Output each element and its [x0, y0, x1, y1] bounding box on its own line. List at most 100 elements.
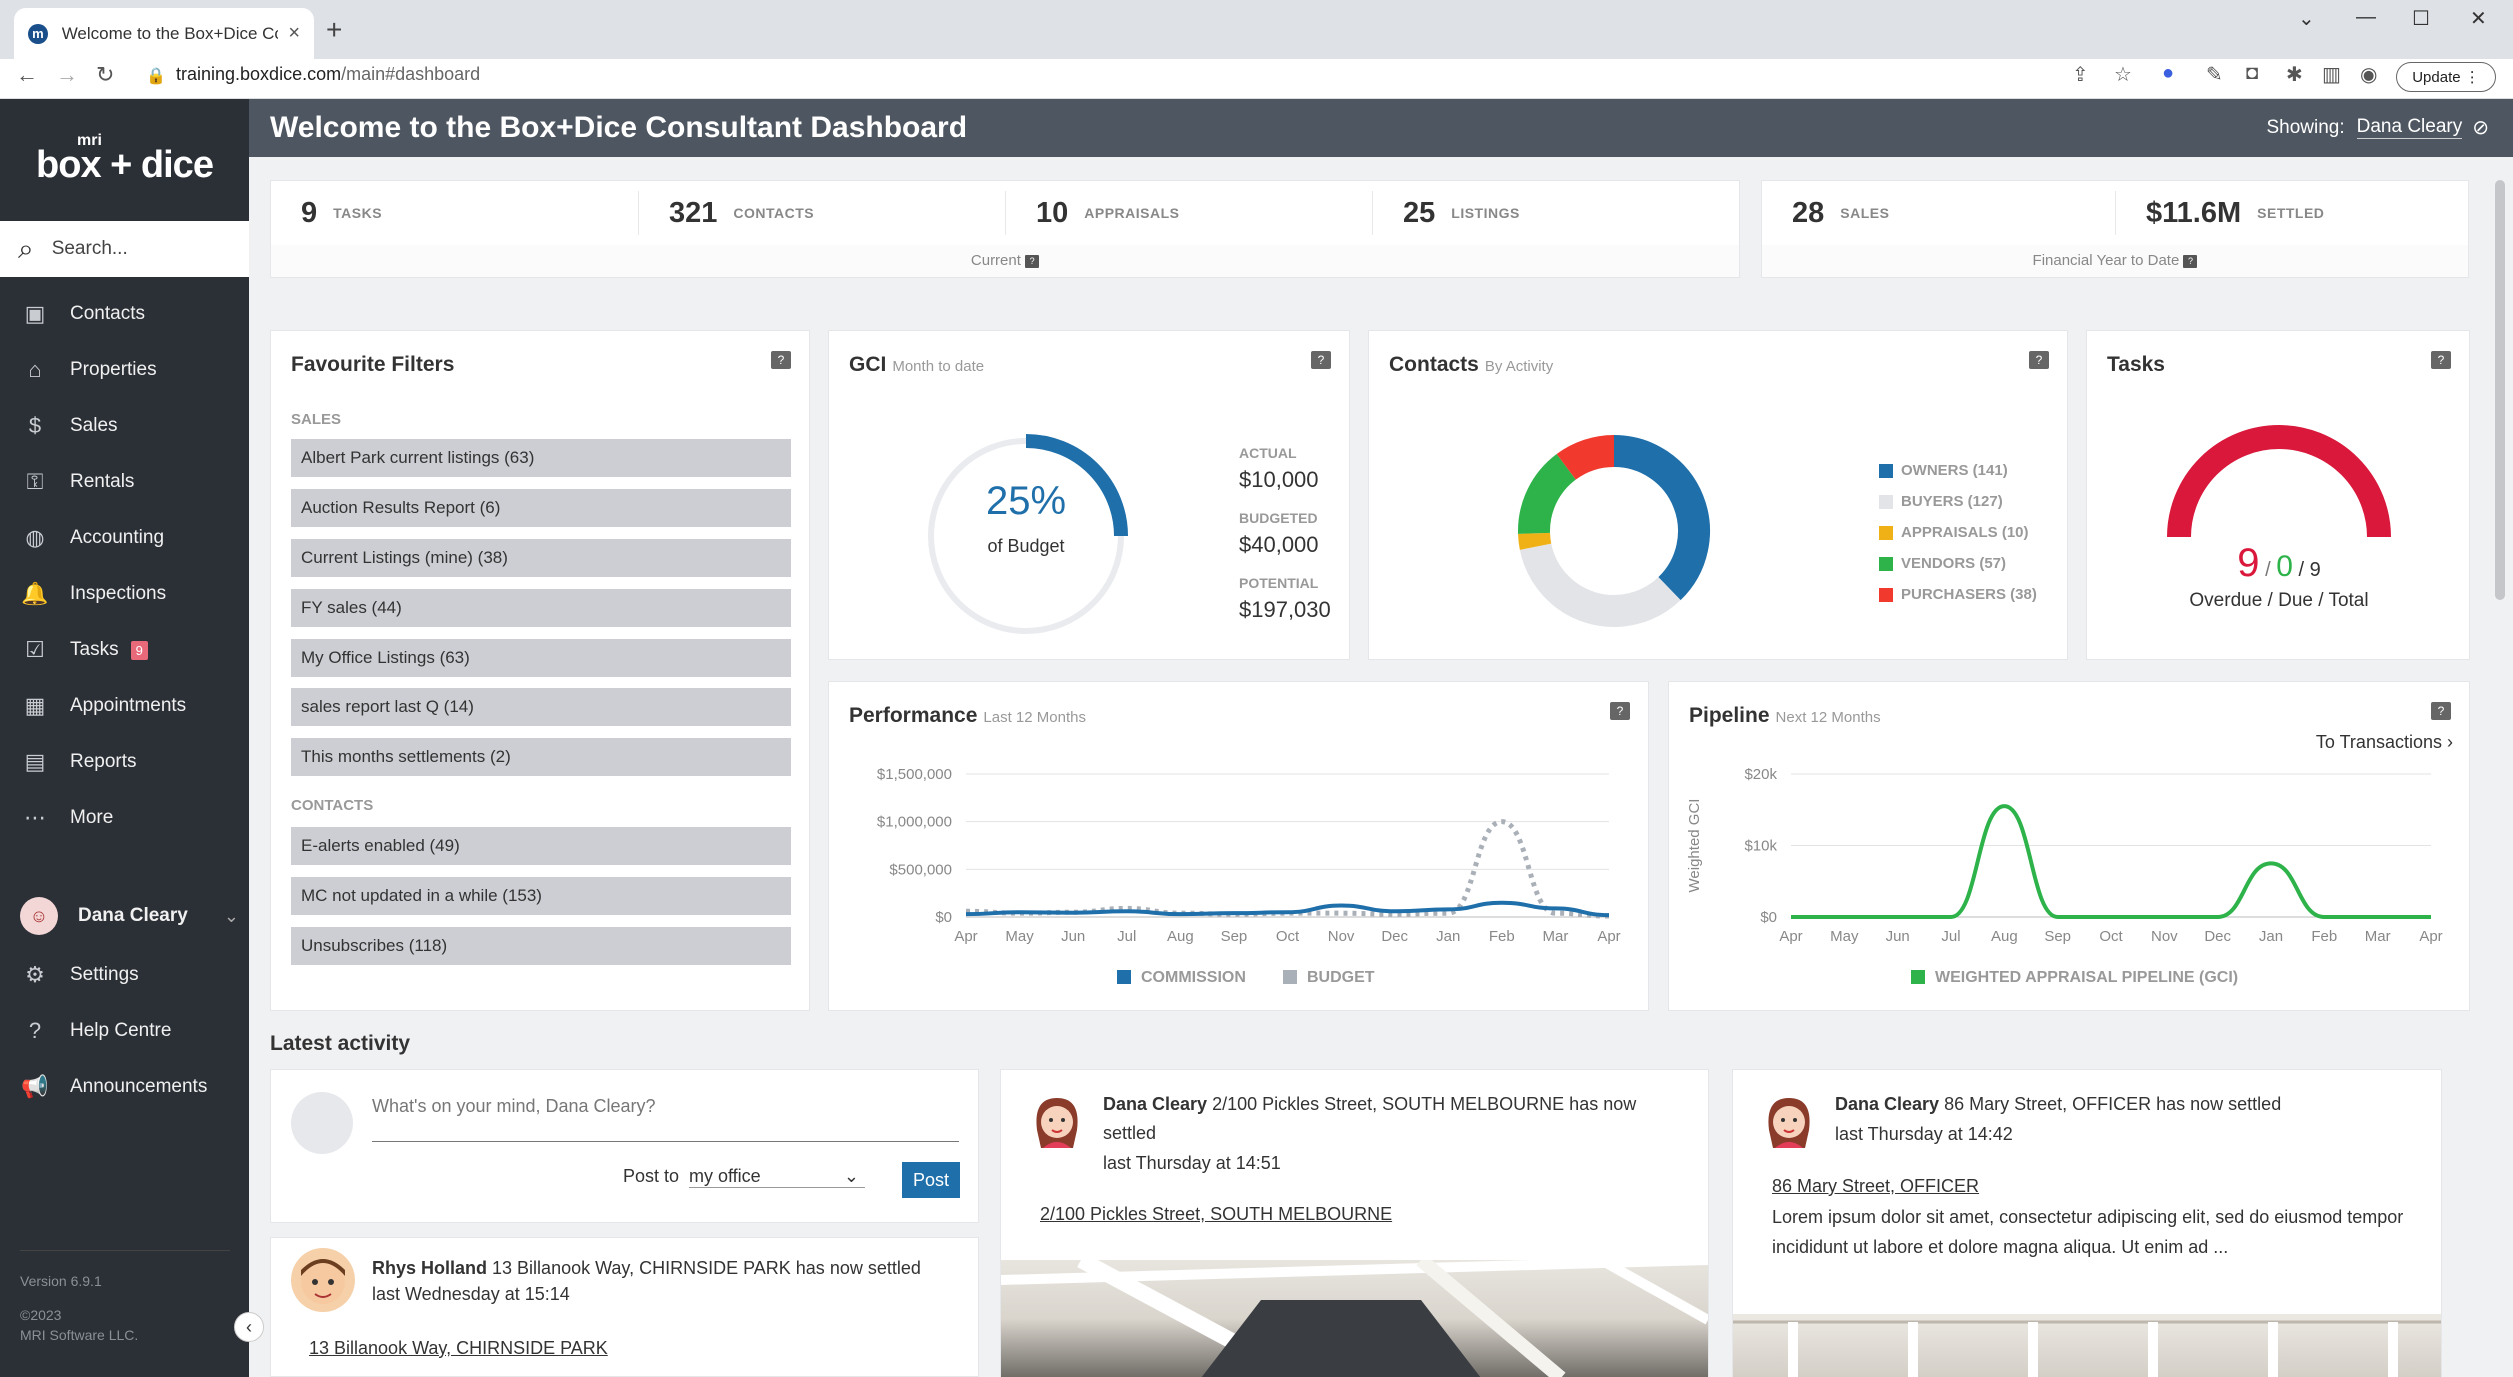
- stat-appraisals[interactable]: 10 APPRAISALS: [1006, 191, 1373, 235]
- stat-contacts[interactable]: 321 CONTACTS: [639, 191, 1006, 235]
- contacts-icon: ▣: [24, 301, 46, 326]
- contacts-donut-chart: [1518, 435, 1710, 627]
- donut-slice[interactable]: [1556, 435, 1615, 481]
- sidebar-user-menu[interactable]: ☺ Dana Cleary ⌄: [0, 888, 249, 944]
- filter-item[interactable]: FY sales (44): [291, 589, 791, 627]
- share-icon[interactable]: ⇪: [2072, 64, 2089, 86]
- tasks-counts[interactable]: 9 / 0 / 9: [2237, 541, 2321, 585]
- puzzle-icon[interactable]: ✱: [2286, 64, 2303, 86]
- tab-close-icon[interactable]: ×: [288, 22, 300, 44]
- legend-label: WEIGHTED APPRAISAL PIPELINE (GCI): [1935, 969, 2238, 986]
- property-photo[interactable]: [1001, 1260, 1708, 1377]
- minimize-icon[interactable]: —: [2356, 6, 2376, 28]
- x-tick-label: Jan: [2259, 928, 2283, 945]
- extension-icon[interactable]: ●: [2162, 62, 2175, 84]
- activity-property-link[interactable]: 13 Billanook Way, CHIRNSIDE PARK: [309, 1338, 608, 1358]
- avatar: [1757, 1090, 1821, 1154]
- search-input[interactable]: Search...: [51, 238, 128, 259]
- pen-extension-icon[interactable]: ✎: [2206, 64, 2223, 86]
- help-icon[interactable]: ?: [2431, 702, 2451, 720]
- camera-icon[interactable]: ◘: [2246, 62, 2259, 84]
- legend-swatch: [1117, 970, 1131, 984]
- sidebar: [0, 99, 249, 1377]
- legend-swatch: [1911, 970, 1925, 984]
- new-tab-button[interactable]: +: [326, 14, 343, 45]
- post-box: What's on your mind, Dana Cleary? Post t…: [270, 1069, 979, 1223]
- donut-slice[interactable]: [1519, 543, 1681, 627]
- activity-property-link[interactable]: 86 Mary Street, OFFICER: [1772, 1176, 1980, 1196]
- logo[interactable]: mri box + dice: [36, 131, 214, 186]
- legend-item[interactable]: OWNERS (141): [1879, 455, 2037, 486]
- filter-item[interactable]: Albert Park current listings (63): [291, 439, 791, 477]
- legend-item[interactable]: BUYERS (127): [1879, 486, 2037, 517]
- donut-slice[interactable]: [1518, 454, 1577, 534]
- filter-item[interactable]: Auction Results Report (6): [291, 489, 791, 527]
- stat-settled[interactable]: $11.6M SETTLED: [2146, 196, 2325, 229]
- sidebar-search[interactable]: ⌕ Search...: [0, 221, 249, 277]
- showing-selector[interactable]: Showing: Dana Cleary ⊘: [2266, 116, 2489, 139]
- sidebar-item-settings[interactable]: ⚙ Settings: [0, 947, 249, 1003]
- legend-swatch: [1879, 525, 1893, 540]
- bookmark-star-icon[interactable]: ☆: [2114, 64, 2132, 86]
- reload-icon[interactable]: ↻: [96, 62, 115, 87]
- help-icon[interactable]: ?: [1311, 351, 1331, 369]
- back-icon[interactable]: ←: [16, 62, 38, 87]
- activity-property-link[interactable]: 2/100 Pickles Street, SOUTH MELBOURNE: [1040, 1204, 1393, 1224]
- post-to-select[interactable]: my office ⌄: [689, 1166, 865, 1188]
- post-button[interactable]: Post: [902, 1162, 960, 1198]
- latest-activity-title: Latest activity: [270, 1032, 411, 1055]
- legend-item[interactable]: VENDORS (57): [1879, 548, 2037, 579]
- sidebar-item-sales[interactable]: $ Sales: [0, 398, 249, 454]
- sidebar-item-announcements[interactable]: 📢 Announcements: [21, 1074, 208, 1099]
- to-transactions-link[interactable]: To Transactions ›: [2315, 732, 2453, 752]
- sidebar-item-inspections[interactable]: 🔔 Inspections: [21, 581, 167, 606]
- stat-listings[interactable]: 25 LISTINGS: [1403, 196, 1520, 229]
- filter-item[interactable]: This months settlements (2): [291, 738, 791, 776]
- collapse-sidebar-button[interactable]: ‹: [234, 1312, 264, 1342]
- filter-item[interactable]: My Office Listings (63): [291, 639, 791, 677]
- filter-item[interactable]: E-alerts enabled (49): [291, 827, 791, 865]
- stat-tasks[interactable]: 9 TASKS: [271, 191, 639, 235]
- maximize-icon[interactable]: ☐: [2412, 8, 2430, 30]
- url-field[interactable]: training.boxdice.com/main#dashboard: [176, 64, 481, 84]
- stat-sales[interactable]: 28 SALES: [1762, 191, 2116, 235]
- help-icon[interactable]: ?: [2029, 351, 2049, 369]
- help-icon[interactable]: ?: [2431, 351, 2451, 369]
- sidebar-item-tasks[interactable]: ☑ Tasks 9: [0, 622, 249, 678]
- gci-actual: $10,000: [1239, 467, 1319, 492]
- sidebar-item-rentals[interactable]: ⚿ Rentals: [0, 454, 249, 510]
- side-panel-icon[interactable]: ▥: [2322, 64, 2341, 86]
- sidebar-item-accounting[interactable]: ◍ Accounting: [0, 510, 249, 566]
- help-icon[interactable]: ?: [771, 351, 791, 369]
- donut-slice[interactable]: [1613, 435, 1710, 601]
- browser-tab[interactable]: m Welcome to the Box+Dice Consu ×: [14, 8, 314, 59]
- filter-item[interactable]: MC not updated in a while (153): [291, 877, 791, 915]
- filter-item[interactable]: Current Listings (mine) (38): [291, 539, 791, 577]
- sidebar-item-reports[interactable]: ▤ Reports: [0, 734, 249, 790]
- x-tick-label: Sep: [1221, 928, 1248, 945]
- sidebar-item-more[interactable]: ⋯ More: [0, 790, 249, 846]
- calendar-icon: ▦: [24, 693, 46, 718]
- legend-label: OWNERS (141): [1901, 462, 2008, 479]
- profile-icon[interactable]: ◉: [2360, 64, 2378, 86]
- donut-slice[interactable]: [1518, 532, 1552, 550]
- sidebar-item-properties[interactable]: ⌂ Properties: [0, 342, 249, 398]
- legend-item[interactable]: PURCHASERS (38): [1879, 579, 2037, 610]
- favourite-filters-card: Favourite Filters ? SALES Albert Park cu…: [270, 330, 810, 1011]
- sidebar-item-contacts[interactable]: ▣ Contacts: [0, 286, 249, 342]
- edit-icon[interactable]: ⊘: [2472, 117, 2489, 139]
- update-button[interactable]: Update ⋮: [2396, 62, 2496, 92]
- page-scrollbar[interactable]: [2495, 180, 2505, 600]
- tab-search-icon[interactable]: ⌄: [2298, 8, 2315, 30]
- help-icon[interactable]: ?: [1610, 702, 1630, 720]
- forward-icon[interactable]: →: [56, 62, 78, 87]
- filter-item[interactable]: sales report last Q (14): [291, 688, 791, 726]
- sidebar-item-appointments[interactable]: ▦ Appointments: [0, 678, 249, 734]
- filter-item[interactable]: Unsubscribes (118): [291, 927, 791, 965]
- property-photo[interactable]: [1733, 1314, 2441, 1377]
- legend-item[interactable]: APPRAISALS (10): [1879, 517, 2037, 548]
- x-tick-label: Nov: [1328, 928, 1355, 945]
- sidebar-item-help-centre[interactable]: ? Help Centre: [0, 1003, 249, 1059]
- post-textarea[interactable]: What's on your mind, Dana Cleary?: [372, 1096, 959, 1142]
- window-close-icon[interactable]: ✕: [2470, 8, 2487, 30]
